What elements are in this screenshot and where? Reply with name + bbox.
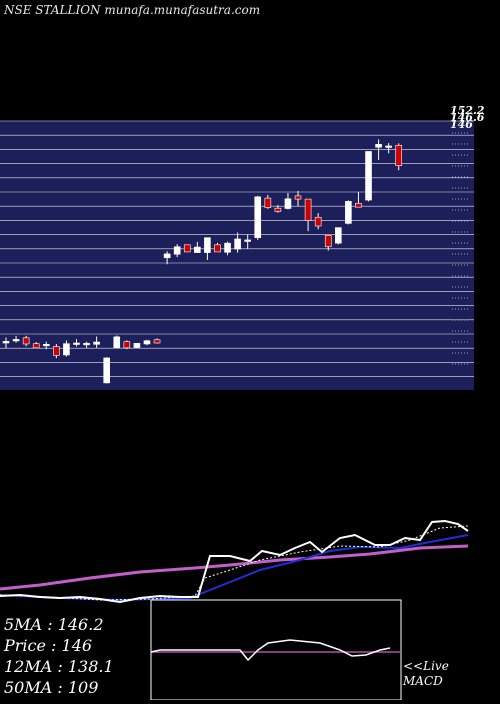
macd-label[interactable]: <<Live MACD bbox=[403, 659, 449, 689]
stat-12ma: 12MA : 138.1 bbox=[4, 657, 114, 676]
candle-bearish bbox=[123, 341, 131, 349]
stat-50ma: 50MA : 109 bbox=[4, 678, 99, 697]
price-label-stack: 152.2 146.6 146 bbox=[450, 104, 485, 131]
candle-bearish bbox=[324, 235, 332, 248]
live-link[interactable]: <<Live bbox=[403, 659, 449, 673]
candle-bullish bbox=[365, 151, 372, 201]
candle-bullish bbox=[63, 343, 70, 356]
candle-bullish bbox=[133, 343, 141, 348]
candle-bearish bbox=[395, 145, 403, 167]
candle-bearish bbox=[294, 195, 302, 200]
candle-bullish bbox=[93, 341, 100, 345]
candle-bullish bbox=[385, 145, 392, 148]
ma5-line bbox=[0, 525, 469, 601]
candle-bullish bbox=[103, 357, 110, 384]
price-label: 146 bbox=[450, 118, 473, 131]
ma50-line bbox=[0, 544, 469, 591]
candle-bearish bbox=[214, 244, 221, 253]
candle-bullish bbox=[143, 340, 151, 345]
candle-bullish bbox=[335, 227, 342, 244]
candle-bearish bbox=[355, 203, 362, 208]
candle-bullish bbox=[224, 242, 231, 253]
price-line bbox=[0, 519, 469, 604]
candle-bearish bbox=[314, 216, 322, 227]
candle-bullish bbox=[234, 238, 241, 250]
candle-bullish bbox=[2, 341, 10, 344]
candle-bullish bbox=[375, 144, 382, 148]
candle-bearish bbox=[183, 244, 191, 253]
candle-bullish bbox=[345, 201, 352, 224]
candle-bullish bbox=[284, 198, 292, 209]
macd-line bbox=[150, 639, 391, 662]
candle-bearish bbox=[32, 343, 40, 349]
macd-title: MACD bbox=[403, 674, 443, 688]
price-label: 152.2 bbox=[450, 104, 485, 117]
candle-bearish bbox=[53, 346, 60, 356]
candle-bullish bbox=[163, 253, 171, 259]
candle-bearish bbox=[22, 337, 30, 345]
price-label: 146.6 bbox=[450, 111, 485, 124]
price-panel bbox=[0, 121, 474, 390]
chart-title: NSE STALLION munafa.munafasutra.com bbox=[4, 3, 261, 17]
candle-bullish bbox=[173, 246, 181, 255]
candle-bullish bbox=[254, 196, 262, 238]
ma12-line bbox=[0, 534, 469, 602]
candle-bearish bbox=[153, 339, 161, 344]
candle-bullish bbox=[204, 237, 211, 253]
stats-panel: 5MA : 146.2 Price : 146 12MA : 138.1 50M… bbox=[4, 614, 114, 698]
stat-price: Price : 146 bbox=[4, 636, 93, 655]
candle-bullish bbox=[83, 343, 90, 346]
candle-bullish bbox=[194, 246, 201, 253]
candle-bullish bbox=[244, 239, 251, 242]
stat-5ma: 5MA : 146.2 bbox=[4, 615, 104, 634]
candle-bearish bbox=[274, 207, 282, 212]
candle-bullish bbox=[42, 344, 50, 347]
candle-bearish bbox=[264, 197, 272, 208]
candle-bullish bbox=[12, 339, 20, 342]
candle-bullish bbox=[73, 342, 80, 345]
candle-bearish bbox=[304, 198, 312, 221]
candle-bullish bbox=[113, 336, 121, 349]
